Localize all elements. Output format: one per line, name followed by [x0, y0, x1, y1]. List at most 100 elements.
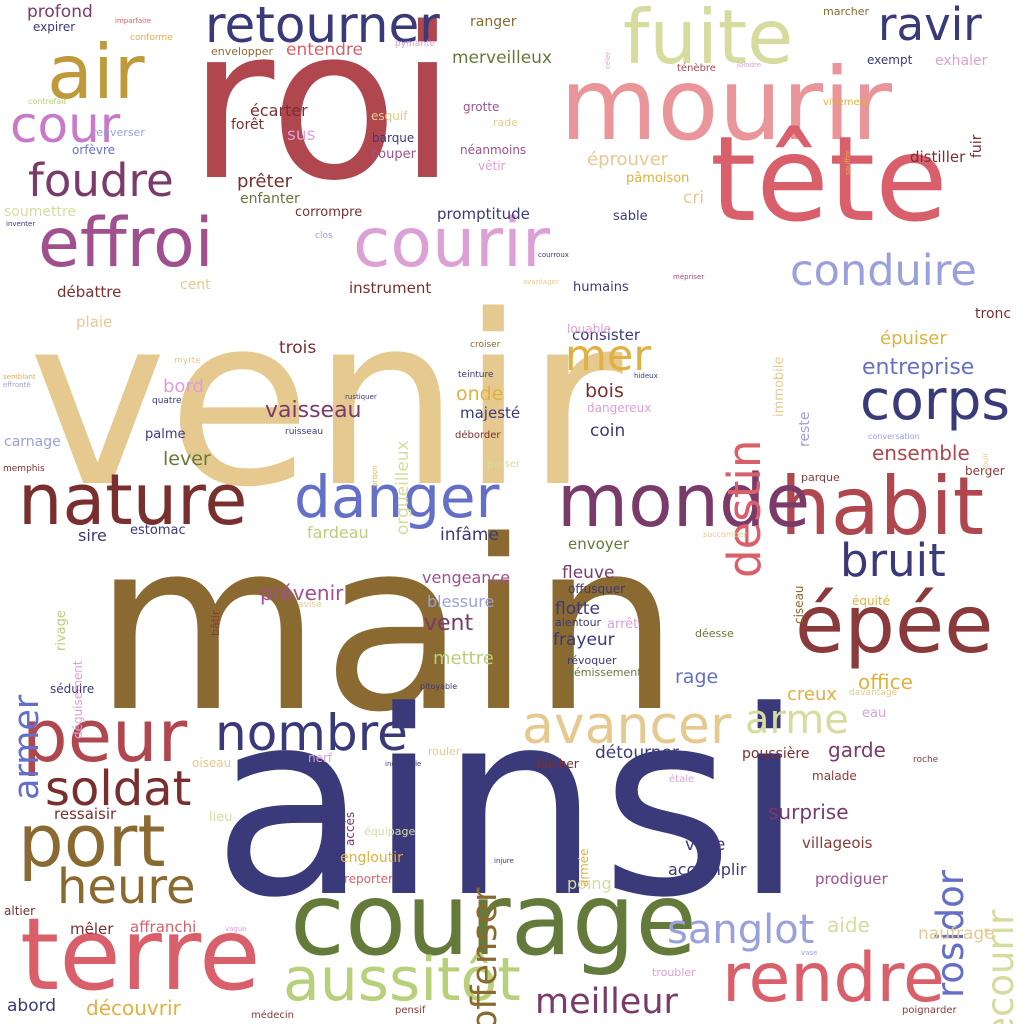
word-53: office: [858, 670, 913, 694]
word-27: foudre: [28, 154, 174, 207]
word-63: flotte: [555, 599, 600, 619]
word-109: esquif: [371, 109, 408, 123]
word-111: vêtir: [478, 159, 506, 173]
word-149: découvrir: [86, 996, 181, 1020]
word-180: souffrir: [844, 150, 852, 175]
word-104: exempt: [867, 53, 913, 67]
word-29: ravir: [878, 0, 982, 51]
word-82: palme: [145, 427, 186, 442]
word-181: contrefait: [28, 97, 67, 106]
word-73: coin: [590, 421, 626, 441]
word-24: nombre: [215, 704, 408, 762]
word-192: ruisseau: [285, 427, 324, 437]
word-77: consister: [572, 326, 641, 344]
word-156: médecin: [251, 1010, 295, 1021]
word-4: mourir: [560, 46, 892, 163]
word-172: vase: [801, 949, 818, 957]
word-90: pâmoison: [626, 171, 690, 186]
word-170: injure: [494, 857, 514, 865]
word-113: envelopper: [211, 45, 274, 58]
word-166: succomber: [703, 530, 748, 539]
word-21: corps: [860, 368, 1011, 432]
word-138: déesse: [695, 627, 734, 640]
word-177: ténèbre: [677, 63, 716, 74]
word-76: majesté: [460, 404, 521, 422]
word-33: arme: [745, 697, 849, 743]
word-123: soumettre: [4, 204, 77, 220]
word-54: creux: [787, 684, 838, 705]
word-92: merveilleux: [452, 48, 552, 68]
word-45: garde: [828, 738, 886, 762]
word-6: courage: [290, 861, 697, 978]
word-168: pitoyable: [420, 682, 458, 691]
word-105: ranger: [470, 14, 517, 30]
word-140: oiseau: [192, 756, 232, 770]
word-159: rouler: [428, 745, 461, 758]
word-128: ciseau: [792, 585, 806, 624]
word-120: dangereux: [587, 401, 652, 415]
word-23: avancer: [522, 696, 732, 756]
word-184: courroux: [538, 251, 569, 259]
word-182: inventer: [6, 220, 36, 228]
word-55: eau: [862, 706, 887, 721]
word-94: prêter: [237, 171, 293, 192]
word-146: affranchi: [130, 918, 197, 936]
word-198: passer: [487, 459, 521, 470]
word-88: cri: [683, 188, 705, 208]
word-11: nature: [18, 459, 248, 541]
word-72: estomac: [130, 523, 186, 538]
word-178: joindre: [737, 61, 762, 69]
word-197: déborder: [455, 430, 501, 441]
word-41: vaisseau: [265, 398, 362, 423]
word-152: poing: [567, 874, 612, 893]
word-160: équipage: [364, 825, 416, 838]
word-44: ensemble: [872, 441, 970, 465]
word-118: reste: [797, 411, 813, 447]
word-31: bruit: [840, 534, 946, 587]
word-71: sire: [78, 526, 107, 545]
word-59: rage: [675, 666, 719, 688]
word-50: villageois: [802, 834, 873, 852]
word-61: mettre: [433, 648, 494, 669]
word-101: expirer: [33, 20, 76, 34]
word-115: fuir: [969, 134, 985, 158]
word-132: bâtir: [209, 610, 222, 636]
word-171: vague: [225, 925, 247, 933]
word-165: jouir: [981, 452, 990, 470]
word-81: lever: [163, 448, 211, 470]
word-65: envoyer: [568, 535, 630, 553]
word-190: effronté: [3, 381, 31, 389]
word-99: sus: [287, 125, 316, 145]
word-69: infâme: [440, 525, 499, 545]
word-83: bord: [163, 376, 204, 397]
word-176: céler: [604, 51, 612, 69]
word-107: barque: [372, 131, 415, 145]
word-16: port: [18, 799, 166, 883]
word-22: retourner: [205, 0, 440, 54]
word-89: éprouver: [587, 149, 669, 170]
word-122: carnage: [4, 434, 61, 450]
word-126: berger: [965, 464, 1005, 478]
word-15: fuite: [623, 0, 794, 81]
word-135: arrêt: [607, 617, 639, 632]
word-13: courir: [353, 204, 550, 283]
word-0: venir: [28, 266, 623, 539]
word-195: teinture: [458, 370, 494, 380]
word-119: orgueilleux: [393, 440, 413, 535]
word-80: trois: [279, 338, 317, 358]
word-8: épée: [795, 578, 994, 671]
word-95: enfanter: [240, 191, 300, 207]
word-153: bûcher: [537, 757, 579, 771]
word-48: accomplir: [668, 860, 747, 879]
word-193: prison: [371, 465, 379, 487]
word-67: vengeance: [422, 568, 511, 587]
word-25: heure: [57, 859, 196, 915]
word-87: promptitude: [437, 205, 530, 223]
word-108: couper: [371, 147, 416, 162]
word-74: bois: [585, 380, 624, 402]
word-20: danger: [294, 463, 500, 531]
word-10: monde: [557, 459, 811, 544]
word-155: troubler: [652, 966, 696, 979]
word-150: engloutir: [340, 850, 403, 866]
word-17: peur: [22, 694, 188, 778]
